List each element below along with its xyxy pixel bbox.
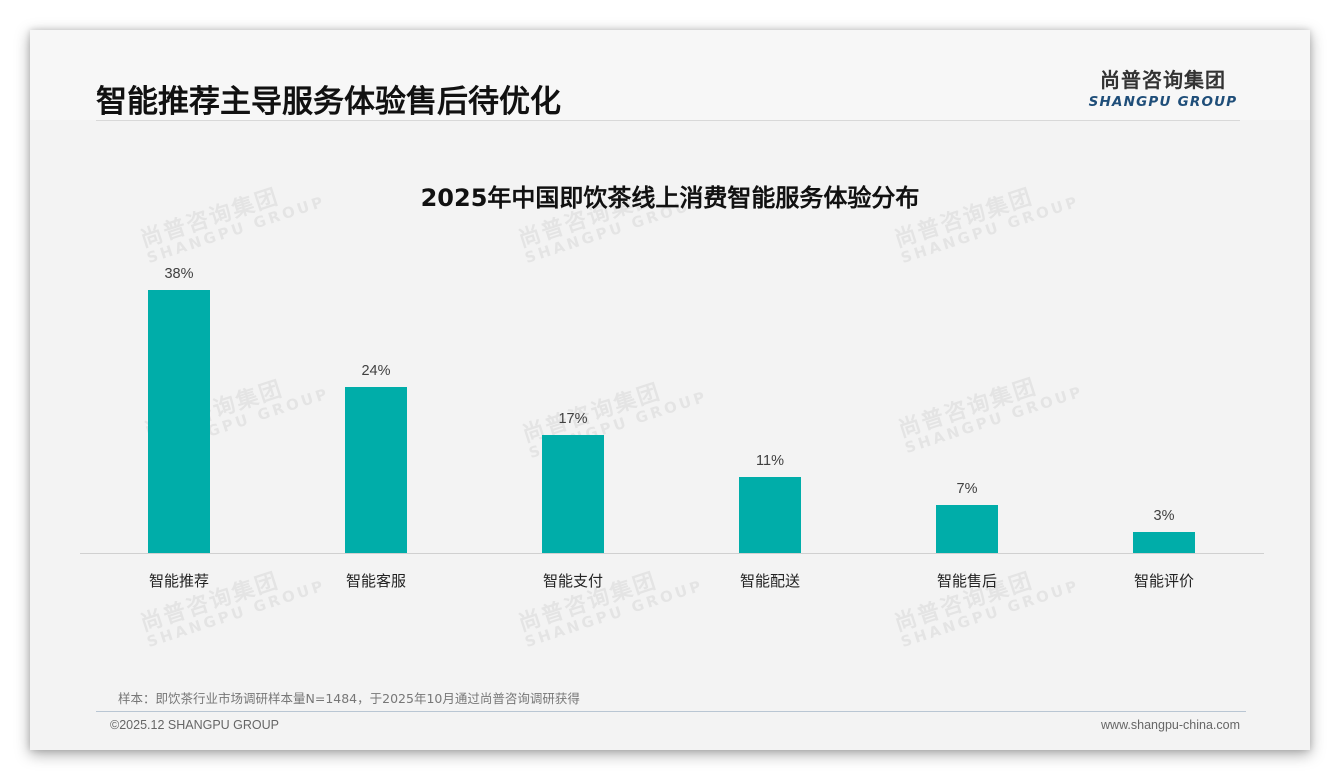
bar: [739, 477, 801, 553]
bar-value-label: 7%: [956, 481, 978, 497]
footer-divider: [96, 711, 1246, 712]
header-band: [30, 30, 1310, 120]
logo-en-text: SHANGPU GROUP: [1088, 94, 1238, 110]
category-label: 智能评价: [1133, 572, 1194, 590]
bar-value-label: 24%: [361, 363, 391, 379]
category-label: 智能推荐: [148, 572, 209, 590]
bar: [345, 387, 407, 553]
copyright-text: ©2025.12 SHANGPU GROUP: [110, 718, 279, 732]
x-axis-line: [80, 553, 1264, 554]
bar-value-label: 3%: [1153, 508, 1175, 524]
website-link[interactable]: www.shangpu-china.com: [1101, 718, 1240, 732]
page-title: 智能推荐主导服务体验售后待优化: [96, 84, 561, 120]
bar-value-label: 11%: [756, 453, 784, 469]
bar: [1133, 532, 1195, 553]
logo-cn-text: 尚普咨询集团: [1100, 68, 1226, 92]
company-logo: 尚普咨询集团 SHANGPU GROUP: [1088, 64, 1238, 110]
chart-title: 2025年中国即饮茶线上消费智能服务体验分布: [420, 184, 920, 212]
slide: 智能推荐主导服务体验售后待优化 尚普咨询集团 SHANGPU GROUP 尚普咨…: [30, 30, 1310, 750]
watermark: 尚普咨询集团 SHANGPU GROUP: [895, 374, 1086, 458]
bar: [148, 290, 210, 553]
bar: [542, 435, 604, 553]
category-label: 智能客服: [345, 572, 406, 590]
bar-value-label: 38%: [164, 266, 194, 282]
source-note: 样本：即饮茶行业市场调研样本量N=1484，于2025年10月通过尚普咨询调研获…: [118, 691, 580, 706]
header-divider: [96, 120, 1240, 121]
bar-value-label: 17%: [558, 411, 588, 427]
category-label: 智能售后: [936, 572, 997, 590]
bar: [936, 505, 998, 553]
category-label: 智能配送: [739, 572, 800, 590]
category-label: 智能支付: [542, 572, 603, 590]
